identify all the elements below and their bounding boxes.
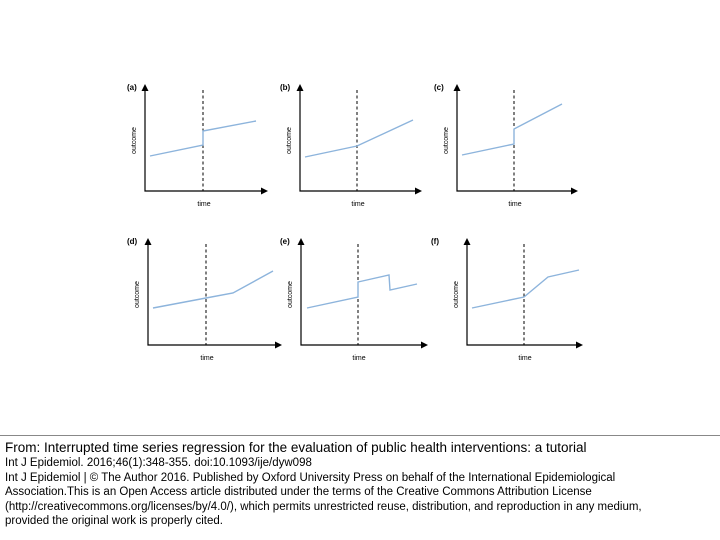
panel-f: (f) time outcome [431, 237, 583, 362]
y-axis-label: outcome [443, 127, 450, 154]
y-axis-arrow-icon [296, 84, 304, 91]
axes [144, 89, 263, 192]
caption-license-line-1: Int J Epidemiol | © The Author 2016. Pub… [5, 471, 616, 484]
y-axis-label: outcome [286, 127, 293, 154]
outcome-trend-line [461, 103, 563, 156]
panel-label: (a) [127, 83, 137, 92]
x-axis-label: time [351, 201, 364, 208]
panel-a: (a) time outcome [127, 83, 268, 208]
panel-e: (e) time outcome [280, 237, 428, 362]
y-axis-arrow-icon [144, 238, 152, 245]
outcome-trend-line [471, 269, 580, 309]
outcome-trend-line [152, 270, 274, 309]
y-axis-arrow-icon [453, 84, 461, 91]
its-figure: (a) time outcome (b) time outcome (c) time outco… [127, 83, 583, 362]
panel-label: (e) [280, 237, 290, 246]
y-axis-label: outcome [287, 281, 294, 308]
panel-d: (d) time outcome [127, 237, 282, 362]
x-axis-label: time [508, 201, 521, 208]
outcome-trend-line [306, 274, 418, 309]
x-axis-label: time [352, 355, 365, 362]
panel-b: (b) time outcome [280, 83, 422, 208]
axes [300, 243, 423, 346]
figure-caption: From: Interrupted time series regression… [5, 440, 715, 529]
y-axis-arrow-icon [463, 238, 471, 245]
x-axis-label: time [197, 201, 210, 208]
caption-divider [0, 435, 720, 436]
axes [466, 243, 578, 346]
caption-license-line-2: Association.This is an Open Access artic… [5, 486, 592, 498]
panel-label: (f) [431, 237, 439, 246]
caption-citation: Int J Epidemiol. 2016;46(1):348-355. doi… [5, 457, 312, 469]
caption-license-line-4: provided the original work is properly c… [5, 515, 223, 527]
x-axis-arrow-icon [421, 341, 428, 349]
x-axis-label: time [200, 355, 213, 362]
y-axis-label: outcome [453, 281, 460, 308]
panel-c: (c) time outcome [434, 83, 578, 208]
outcome-trend-line [149, 120, 257, 157]
y-axis-label: outcome [131, 127, 138, 154]
x-axis-arrow-icon [261, 187, 268, 195]
axes [299, 89, 417, 192]
x-axis-arrow-icon [275, 341, 282, 349]
y-axis-label: outcome [134, 281, 141, 308]
x-axis-arrow-icon [576, 341, 583, 349]
x-axis-arrow-icon [415, 187, 422, 195]
x-axis-label: time [518, 355, 531, 362]
y-axis-arrow-icon [297, 238, 305, 245]
caption-source-title: From: Interrupted time series regression… [5, 440, 587, 455]
y-axis-arrow-icon [141, 84, 149, 91]
axes [456, 89, 573, 192]
panel-label: (b) [280, 83, 291, 92]
x-axis-arrow-icon [571, 187, 578, 195]
panel-label: (c) [434, 83, 444, 92]
outcome-trend-line [304, 119, 414, 158]
caption-license-line-3: (http://creativecommons.org/licenses/by/… [5, 500, 642, 513]
axes [147, 243, 277, 346]
panel-label: (d) [127, 237, 138, 246]
